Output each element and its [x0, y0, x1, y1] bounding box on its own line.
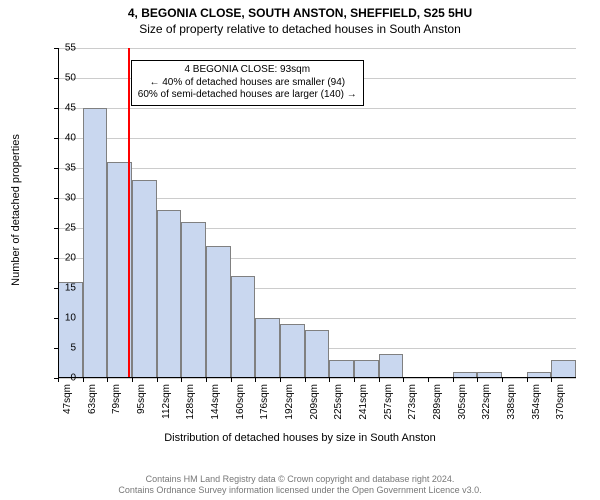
x-tick-mark [305, 378, 306, 382]
x-tick-label: 273sqm [407, 384, 418, 420]
y-tick-label: 5 [46, 343, 76, 354]
x-tick-label: 176sqm [259, 384, 270, 420]
x-tick-label: 79sqm [111, 384, 122, 414]
x-tick-mark [157, 378, 158, 382]
annotation-line-2: ← 40% of detached houses are smaller (94… [138, 77, 357, 90]
x-tick-mark [551, 378, 552, 382]
chart-title-address: 4, BEGONIA CLOSE, SOUTH ANSTON, SHEFFIEL… [0, 0, 600, 20]
gridline [58, 168, 576, 169]
x-tick-label: 63sqm [87, 384, 98, 414]
x-tick-mark [107, 378, 108, 382]
x-tick-label: 144sqm [210, 384, 221, 420]
annotation-box: 4 BEGONIA CLOSE: 93sqm← 40% of detached … [131, 60, 364, 106]
chart-container: 4, BEGONIA CLOSE, SOUTH ANSTON, SHEFFIEL… [0, 0, 600, 500]
histogram-bar [132, 180, 157, 378]
y-tick-label: 45 [46, 103, 76, 114]
x-tick-label: 128sqm [185, 384, 196, 420]
histogram-bar [231, 276, 256, 378]
x-tick-mark [132, 378, 133, 382]
x-tick-label: 289sqm [432, 384, 443, 420]
histogram-bar [551, 360, 576, 378]
x-tick-label: 354sqm [531, 384, 542, 420]
histogram-bar [255, 318, 280, 378]
gridline [58, 108, 576, 109]
x-axis-label: Distribution of detached houses by size … [0, 432, 600, 444]
x-tick-mark [477, 378, 478, 382]
histogram-bar [157, 210, 182, 378]
x-tick-mark [403, 378, 404, 382]
x-tick-label: 95sqm [136, 384, 147, 414]
histogram-bar [280, 324, 305, 378]
gridline [58, 48, 576, 49]
footer-attribution: Contains HM Land Registry data © Crown c… [0, 474, 600, 497]
x-tick-label: 209sqm [309, 384, 320, 420]
x-axis-ticks: 47sqm 63sqm 79sqm 95sqm 112sqm 128sqm 144sqm 16… [58, 378, 576, 438]
footer-line-1: Contains HM Land Registry data © Crown c… [0, 474, 600, 485]
y-tick-label: 55 [46, 43, 76, 54]
x-tick-label: 225sqm [333, 384, 344, 420]
x-tick-label: 305sqm [457, 384, 468, 420]
x-tick-label: 241sqm [358, 384, 369, 420]
x-tick-mark [255, 378, 256, 382]
y-tick-label: 30 [46, 193, 76, 204]
x-tick-label: 370sqm [555, 384, 566, 420]
x-tick-mark [354, 378, 355, 382]
histogram-bar [206, 246, 231, 378]
annotation-line-3: 60% of semi-detached houses are larger (… [138, 89, 357, 102]
histogram-bar [354, 360, 379, 378]
gridline [58, 138, 576, 139]
histogram-bar [58, 282, 83, 378]
x-tick-mark [206, 378, 207, 382]
histogram-bar [379, 354, 404, 378]
x-tick-label: 112sqm [161, 384, 172, 419]
x-tick-mark [181, 378, 182, 382]
x-tick-mark [83, 378, 84, 382]
histogram-bar [329, 360, 354, 378]
y-tick-label: 15 [46, 283, 76, 294]
x-tick-mark [379, 378, 380, 382]
x-tick-label: 257sqm [383, 384, 394, 420]
x-tick-mark [527, 378, 528, 382]
y-tick-label: 20 [46, 253, 76, 264]
y-axis-label: Number of detached properties [10, 134, 22, 286]
histogram-bar [305, 330, 330, 378]
x-tick-mark [231, 378, 232, 382]
x-tick-label: 338sqm [506, 384, 517, 420]
histogram-bar [83, 108, 108, 378]
annotation-line-1: 4 BEGONIA CLOSE: 93sqm [138, 64, 357, 77]
x-tick-mark [329, 378, 330, 382]
x-tick-label: 47sqm [62, 384, 73, 414]
y-tick-label: 25 [46, 223, 76, 234]
x-tick-mark [428, 378, 429, 382]
x-tick-mark [453, 378, 454, 382]
x-tick-mark [280, 378, 281, 382]
chart-subtitle: Size of property relative to detached ho… [0, 20, 600, 36]
x-tick-mark [502, 378, 503, 382]
x-tick-mark [58, 378, 59, 382]
histogram-bar [181, 222, 206, 378]
y-axis-line [58, 48, 59, 378]
x-tick-label: 160sqm [235, 384, 246, 420]
y-tick-label: 10 [46, 313, 76, 324]
y-tick-label: 40 [46, 133, 76, 144]
x-tick-label: 192sqm [284, 384, 295, 420]
plot-area: 4 BEGONIA CLOSE: 93sqm← 40% of detached … [58, 48, 576, 378]
y-tick-label: 35 [46, 163, 76, 174]
footer-line-2: Contains Ordnance Survey information lic… [0, 485, 600, 496]
y-tick-label: 50 [46, 73, 76, 84]
x-tick-label: 322sqm [481, 384, 492, 420]
